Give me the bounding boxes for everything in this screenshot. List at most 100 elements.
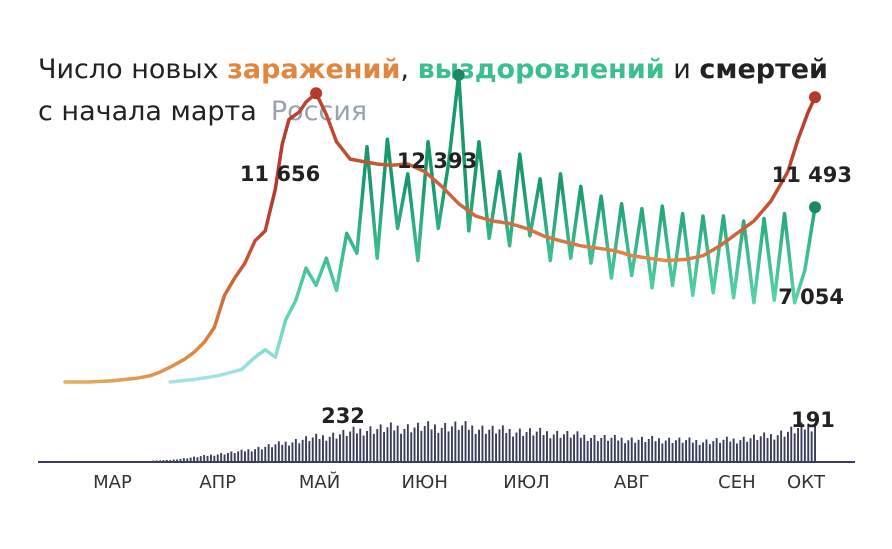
deaths-bar bbox=[464, 421, 467, 461]
deaths-bar bbox=[281, 444, 284, 461]
deaths-bar bbox=[267, 444, 270, 461]
deaths-bar bbox=[169, 460, 172, 461]
deaths-bar bbox=[179, 458, 182, 461]
deaths-bar bbox=[668, 437, 671, 461]
deaths-bar bbox=[447, 431, 450, 461]
deaths-bars bbox=[152, 421, 816, 461]
deaths-bar bbox=[627, 440, 630, 461]
deaths-bar bbox=[474, 433, 477, 461]
deaths-bar bbox=[356, 433, 358, 461]
deaths-bar bbox=[501, 425, 504, 461]
deaths-bar bbox=[406, 424, 409, 461]
deaths-bar bbox=[305, 436, 307, 461]
deaths-bar bbox=[522, 435, 525, 461]
deaths-bar bbox=[257, 446, 260, 461]
deaths-bar bbox=[661, 443, 664, 461]
deaths-bar bbox=[766, 438, 769, 461]
deaths-bar bbox=[311, 437, 314, 461]
x-tick-label: МАЙ bbox=[299, 471, 340, 493]
deaths-bar bbox=[233, 453, 236, 461]
deaths-bar bbox=[301, 439, 304, 461]
deaths-bar bbox=[563, 434, 565, 461]
cases-peak-label: 11 656 bbox=[240, 162, 320, 186]
deaths-bar bbox=[237, 451, 240, 461]
deaths-bar bbox=[182, 458, 185, 461]
deaths-bar bbox=[213, 455, 216, 461]
deaths-bar bbox=[176, 459, 178, 461]
x-tick-label: СЕН bbox=[718, 472, 755, 493]
recovered-last-label: 7 054 bbox=[778, 285, 844, 309]
deaths-bar bbox=[736, 443, 738, 461]
deaths-bar bbox=[484, 433, 487, 461]
deaths-bar bbox=[352, 426, 355, 461]
deaths-bar bbox=[434, 424, 436, 461]
deaths-bar bbox=[342, 429, 345, 461]
deaths-bar bbox=[451, 426, 453, 461]
deaths-bar bbox=[576, 431, 579, 461]
deaths-bar bbox=[685, 440, 687, 461]
deaths-bar bbox=[471, 425, 474, 461]
deaths-bar bbox=[389, 422, 392, 461]
deaths-bar bbox=[325, 440, 328, 461]
title-comma: , bbox=[400, 54, 409, 85]
deaths-bar bbox=[274, 444, 277, 461]
deaths-bar bbox=[515, 432, 518, 461]
recovered-peak-label: 12 393 bbox=[397, 149, 477, 173]
deaths-bar bbox=[339, 434, 341, 461]
x-tick-label: АВГ bbox=[614, 472, 650, 493]
deaths-bar bbox=[498, 429, 501, 461]
deaths-bar bbox=[583, 434, 586, 461]
deaths-bar bbox=[518, 428, 521, 461]
deaths-bar bbox=[573, 434, 575, 461]
deaths-bar bbox=[715, 438, 718, 461]
deaths-bar bbox=[230, 451, 233, 461]
deaths-bar bbox=[773, 439, 776, 461]
deaths-bar bbox=[359, 428, 362, 461]
deaths-bar bbox=[440, 427, 443, 461]
deaths-bar bbox=[620, 437, 623, 461]
deaths-bar bbox=[410, 432, 413, 461]
deaths-last-label: 191 bbox=[791, 408, 835, 432]
deaths-bar bbox=[247, 449, 250, 461]
deaths-bar bbox=[783, 436, 786, 461]
deaths-bar bbox=[430, 429, 433, 461]
deaths-bar bbox=[787, 431, 789, 461]
deaths-bar bbox=[284, 441, 287, 461]
deaths-bar bbox=[664, 440, 667, 461]
deaths-bar bbox=[193, 456, 195, 461]
cases-peak-point bbox=[310, 87, 323, 100]
recovered-last-point bbox=[809, 201, 821, 214]
title-deaths: смертей bbox=[699, 54, 828, 85]
deaths-bar bbox=[644, 442, 647, 461]
deaths-bar bbox=[189, 457, 192, 461]
deaths-bar bbox=[155, 460, 158, 461]
deaths-bar bbox=[671, 443, 674, 461]
x-tick-label: ИЮЛ bbox=[503, 472, 549, 493]
deaths-bar bbox=[678, 437, 681, 461]
title-lead: Число новых bbox=[38, 54, 227, 85]
deaths-bar bbox=[362, 435, 365, 461]
deaths-bar bbox=[780, 430, 783, 461]
deaths-bar bbox=[318, 439, 321, 461]
deaths-bar bbox=[675, 440, 677, 461]
deaths-bar bbox=[457, 429, 460, 461]
deaths-bar bbox=[525, 432, 528, 461]
deaths-bar bbox=[383, 432, 385, 461]
x-tick-labels: МАР АПР МАЙ ИЮН ИЮЛ АВГ СЕН ОКТ bbox=[93, 471, 826, 493]
deaths-bar bbox=[322, 435, 324, 461]
deaths-bar bbox=[165, 460, 168, 461]
deaths-bar bbox=[746, 441, 749, 461]
deaths-bar bbox=[495, 433, 497, 461]
x-tick-label: АПР bbox=[199, 472, 236, 493]
deaths-bar bbox=[688, 437, 691, 461]
deaths-bar bbox=[379, 424, 382, 461]
deaths-bar bbox=[220, 453, 223, 461]
deaths-bar bbox=[641, 436, 643, 461]
deaths-bar bbox=[586, 441, 589, 461]
deaths-bar bbox=[420, 430, 423, 461]
deaths-bar bbox=[461, 425, 464, 461]
deaths-bar bbox=[634, 442, 637, 461]
deaths-bar bbox=[315, 433, 318, 461]
deaths-bar bbox=[227, 453, 229, 461]
deaths-bar bbox=[294, 439, 297, 461]
